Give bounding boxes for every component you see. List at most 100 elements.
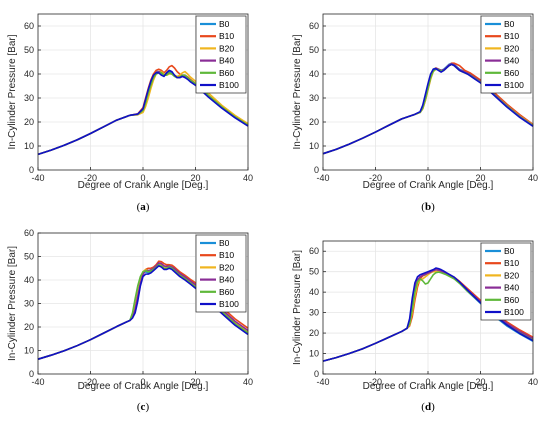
series-line-b100 — [322, 267, 534, 362]
chart-panel-2: -40 -20 0 20 40 0 10 20 30 40 50 60 Degree of Crank … — [292, 13, 538, 213]
x-axis-label: Degree of Crabk Angle [Deg.] — [78, 381, 209, 392]
legend-label-b60: B60 — [504, 68, 519, 78]
y-tick-label: 10 — [24, 346, 34, 356]
y-axis-label: In-Cylinder Pressure [Bar] — [292, 250, 303, 365]
y-tick-label: 50 — [309, 45, 319, 55]
legend-label-b0: B0 — [504, 246, 515, 256]
legend-label-b40: B40 — [504, 56, 519, 66]
y-tick-label: 20 — [24, 117, 34, 127]
x-tick-label: 0 — [425, 173, 430, 183]
y-tick-label: 10 — [309, 141, 319, 151]
y-tick-label: 30 — [24, 299, 34, 309]
x-axis-label: Degree of Crank Angle [Deg.] — [363, 381, 494, 392]
legend-label-b20: B20 — [219, 43, 234, 53]
legend-box — [195, 234, 247, 313]
x-tick-label: 40 — [528, 173, 538, 183]
y-tick-label: 40 — [24, 69, 34, 79]
y-tick-label: 20 — [309, 328, 319, 338]
legend-label-b40: B40 — [219, 275, 234, 285]
y-tick-label: 30 — [24, 93, 34, 103]
x-tick-label: 20 — [190, 173, 200, 183]
x-tick-label: -20 — [369, 377, 382, 387]
y-axis-label: In-Cylinder Pressure [Bar] — [292, 34, 303, 149]
legend-label-b40: B40 — [219, 56, 234, 66]
panel-label: (a) — [137, 201, 150, 213]
legend-label-b100: B100 — [504, 307, 524, 317]
legend-label-b20: B20 — [504, 43, 519, 53]
y-tick-label: 60 — [309, 21, 319, 31]
x-axis-label: Degree of Crank Angle [Deg.] — [363, 180, 494, 191]
series-line-b100 — [37, 265, 249, 360]
y-tick-label: 40 — [24, 275, 34, 285]
x-tick-label: 20 — [475, 173, 485, 183]
x-tick-label: -20 — [369, 173, 382, 183]
legend-label-b100: B100 — [219, 299, 239, 309]
legend-label-b40: B40 — [504, 283, 519, 293]
legend-label-b10: B10 — [504, 258, 519, 268]
legend-label-b20: B20 — [504, 270, 519, 280]
x-axis-label: Degree of Crank Angle [Deg.] — [78, 180, 209, 191]
series-line-b100 — [37, 69, 249, 156]
y-tick-label: 60 — [24, 21, 34, 31]
legend-label-b60: B60 — [219, 287, 234, 297]
legend: B0 B10 B20 B40 B60 B100 — [480, 15, 532, 94]
x-tick-label: 20 — [475, 377, 485, 387]
x-tick-label: 0 — [425, 377, 430, 387]
legend-label-b100: B100 — [219, 80, 239, 90]
y-tick-label: 20 — [24, 322, 34, 332]
x-tick-label: -20 — [84, 173, 97, 183]
legend-label-b60: B60 — [219, 68, 234, 78]
y-axis-label: In-Cylinder Pressure [Bar] — [7, 34, 18, 149]
y-axis-label: In-Cylinder Pressure [Bar] — [7, 246, 18, 361]
y-tick-label: 30 — [309, 308, 319, 318]
legend-label-b10: B10 — [219, 250, 234, 260]
y-tick-label: 40 — [309, 69, 319, 79]
legend-label-b60: B60 — [504, 295, 519, 305]
panel-label: (c) — [137, 401, 150, 413]
x-tick-label: -40 — [31, 377, 44, 387]
y-tick-label: 40 — [309, 287, 319, 297]
x-tick-label: -40 — [31, 173, 44, 183]
y-tick-label: 0 — [29, 165, 34, 175]
x-tick-label: -40 — [316, 377, 329, 387]
legend: B0 B10 B20 B40 B60 B100 — [480, 242, 532, 321]
y-tick-label: 50 — [309, 267, 319, 277]
y-tick-label: 50 — [24, 252, 34, 262]
panel-label: (d) — [421, 401, 435, 413]
legend-label-b100: B100 — [504, 80, 524, 90]
chart-panel-4: -40 -20 0 20 40 0 10 20 30 40 50 60 Degree of Crank … — [292, 240, 538, 413]
legend: B0 B10 B20 B40 B60 B100 — [195, 234, 247, 313]
legend-label-b10: B10 — [219, 31, 234, 41]
legend-label-b20: B20 — [219, 262, 234, 272]
y-tick-label: 50 — [24, 45, 34, 55]
series-line-b100 — [322, 63, 534, 155]
x-tick-label: -20 — [84, 377, 97, 387]
y-tick-label: 60 — [24, 228, 34, 238]
y-tick-label: 20 — [309, 117, 319, 127]
y-tick-label: 0 — [314, 369, 319, 379]
y-tick-label: 10 — [24, 141, 34, 151]
legend-box — [480, 15, 532, 94]
x-tick-label: 40 — [243, 377, 253, 387]
legend-box — [195, 15, 247, 94]
legend-label-b0: B0 — [504, 19, 515, 29]
x-tick-label: 0 — [140, 377, 145, 387]
y-tick-label: 0 — [314, 165, 319, 175]
legend-label-b10: B10 — [504, 31, 519, 41]
x-tick-label: 0 — [140, 173, 145, 183]
legend-label-b0: B0 — [219, 19, 230, 29]
legend: B0 B10 B20 B40 B60 B100 — [195, 15, 247, 94]
chart-panel-3: -40 -20 0 20 40 0 10 20 30 40 50 60 Degree of Crabk … — [7, 228, 253, 413]
y-tick-label: 0 — [29, 369, 34, 379]
legend-label-b0: B0 — [219, 238, 230, 248]
panel-label: (b) — [421, 201, 435, 213]
chart-panel-1: -40 -20 0 20 40 0 10 20 30 40 50 60 Degree of Crank … — [7, 13, 253, 213]
y-tick-label: 30 — [309, 93, 319, 103]
y-tick-label: 60 — [309, 246, 319, 256]
x-tick-label: 20 — [190, 377, 200, 387]
legend-box — [480, 242, 532, 321]
y-tick-label: 10 — [309, 349, 319, 359]
x-tick-label: 40 — [243, 173, 253, 183]
x-tick-label: 40 — [528, 377, 538, 387]
